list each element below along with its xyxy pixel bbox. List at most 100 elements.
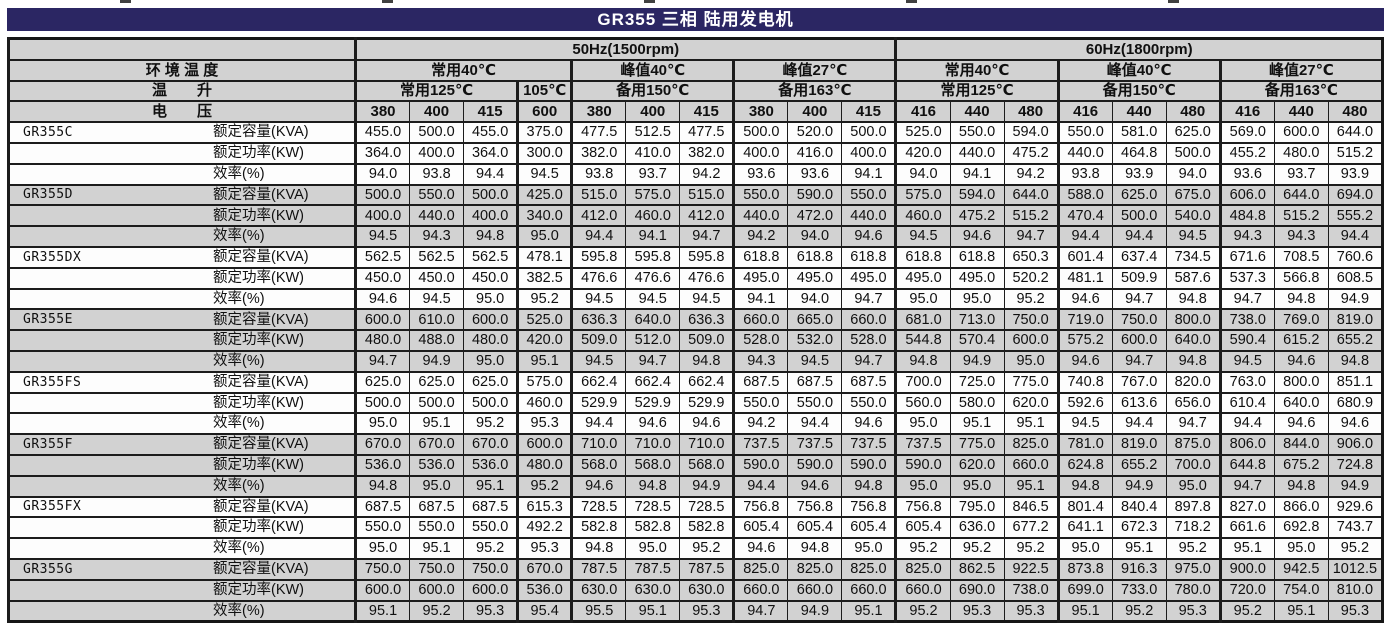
value-cell: 630.0	[570, 578, 627, 602]
value-cell: 94.4	[1327, 225, 1384, 248]
value-cell: 655.2	[1327, 329, 1384, 352]
value-cell: 95.0	[1056, 537, 1113, 560]
value-cell: 590.0	[894, 453, 951, 477]
value-cell: 500.0	[463, 391, 519, 415]
value-cell: 662.4	[625, 370, 681, 394]
value-cell: 636.0	[949, 516, 1005, 540]
value-cell: 655.2	[1111, 453, 1167, 477]
value-cell: 94.3	[732, 349, 789, 373]
value-cell: 582.8	[625, 516, 681, 540]
value-cell: 500.0	[1165, 141, 1221, 165]
value-cell: 400.0	[841, 141, 897, 165]
value-cell: 476.6	[679, 266, 735, 290]
value-cell: 594.0	[1003, 121, 1059, 144]
value-cell: 94.5	[353, 225, 411, 248]
row-label-group: 效率(%)	[12, 477, 355, 495]
value-cell: 795.0	[949, 495, 1005, 519]
ambient-header: 峰值27℃	[732, 58, 897, 82]
value-cell: 687.5	[732, 370, 789, 394]
value-cell: 481.1	[1056, 266, 1113, 290]
value-cell: 825.0	[841, 557, 897, 581]
value-cell: 94.9	[409, 349, 465, 373]
value-cell: 478.1	[516, 245, 573, 269]
value-cell: 775.0	[1003, 370, 1059, 394]
value-cell: 595.8	[625, 245, 681, 269]
value-cell: 825.0	[1003, 433, 1059, 456]
row-label-group: 额定功率(KW)	[12, 582, 355, 599]
value-cell: 605.4	[787, 516, 843, 540]
value-cell: 480.0	[463, 329, 519, 352]
rise-header: 常用125℃	[894, 79, 1059, 103]
value-cell: 340.0	[516, 204, 573, 228]
value-cell: 455.2	[1218, 141, 1275, 165]
frequency-header: 60Hz(1800rpm)	[894, 37, 1383, 61]
value-cell: 743.7	[1327, 516, 1384, 540]
value-cell: 737.5	[787, 433, 843, 456]
value-cell: 582.8	[570, 516, 627, 540]
value-cell: 810.0	[1327, 578, 1384, 602]
value-cell: 605.4	[841, 516, 897, 540]
value-cell: 440.0	[732, 204, 789, 228]
value-cell: 93.8	[409, 162, 465, 186]
value-cell: 94.6	[679, 412, 735, 436]
value-cell: 692.8	[1273, 516, 1329, 540]
metric-label: 额定容量(KVA)	[213, 436, 309, 453]
value-cell: 455.0	[353, 121, 411, 144]
value-cell: 94.0	[787, 287, 843, 311]
value-cell: 94.5	[570, 349, 627, 373]
spec-sheet: GR355 三相 陆用发电机 50Hz(1500rpm) 60Hz(1800rpm…	[7, 8, 1384, 623]
value-cell: 95.2	[516, 287, 573, 311]
value-cell: 94.6	[841, 225, 897, 248]
value-cell: 738.0	[1003, 578, 1059, 602]
metric-label: 效率(%)	[213, 165, 265, 182]
value-cell: 94.6	[1056, 287, 1113, 311]
value-cell: 590.0	[787, 453, 843, 477]
value-cell: 93.7	[1273, 162, 1329, 186]
value-cell: 95.2	[463, 537, 519, 560]
value-cell: 95.1	[409, 537, 465, 560]
value-cell: 475.2	[1003, 141, 1059, 165]
value-cell: 600.0	[463, 308, 519, 332]
value-cell: 515.0	[679, 183, 735, 207]
value-cell: 94.7	[1218, 474, 1275, 498]
value-cell: 400.0	[463, 204, 519, 228]
value-cell: 382.0	[679, 141, 735, 165]
row-label: GR355FX 额定容量(KVA)	[7, 495, 356, 519]
value-cell: 95.2	[1327, 537, 1384, 560]
value-cell: 787.5	[625, 557, 681, 581]
row-label: 效率(%)	[7, 287, 356, 311]
row-label-group: GR355G 额定容量(KVA)	[12, 561, 355, 578]
value-cell: 94.8	[1273, 474, 1329, 498]
value-cell: 592.6	[1056, 391, 1113, 415]
value-cell: 94.4	[570, 412, 627, 436]
metric-label: 效率(%)	[213, 477, 265, 494]
value-cell: 728.5	[679, 495, 735, 519]
value-cell: 760.6	[1327, 245, 1384, 269]
rise-header: 备用150℃	[570, 79, 735, 103]
value-cell: 95.2	[409, 599, 465, 623]
metric-label: 效率(%)	[213, 353, 265, 370]
value-cell: 687.5	[841, 370, 897, 394]
value-cell: 95.2	[949, 537, 1005, 560]
metric-label: 额定容量(KVA)	[213, 186, 309, 203]
value-cell: 719.0	[1056, 308, 1113, 332]
value-cell: 94.1	[949, 162, 1005, 186]
value-cell: 562.5	[463, 245, 519, 269]
value-cell: 625.0	[1111, 183, 1167, 207]
value-cell: 95.1	[949, 412, 1005, 436]
value-cell: 550.0	[1056, 121, 1113, 144]
value-cell: 94.3	[1273, 225, 1329, 248]
value-cell: 94.6	[841, 412, 897, 436]
value-cell: 595.8	[679, 245, 735, 269]
value-cell: 95.0	[353, 537, 411, 560]
value-cell: 94.2	[679, 162, 735, 186]
value-cell: 819.0	[1111, 433, 1167, 456]
value-cell: 93.8	[570, 162, 627, 186]
value-cell: 568.0	[679, 453, 735, 477]
row-label: GR355E 额定容量(KVA)	[7, 308, 356, 332]
metric-label: 效率(%)	[213, 602, 265, 619]
value-cell: 724.8	[1327, 453, 1384, 477]
value-cell: 644.0	[1003, 183, 1059, 207]
value-cell: 600.0	[353, 578, 411, 602]
value-cell: 420.0	[516, 329, 573, 352]
